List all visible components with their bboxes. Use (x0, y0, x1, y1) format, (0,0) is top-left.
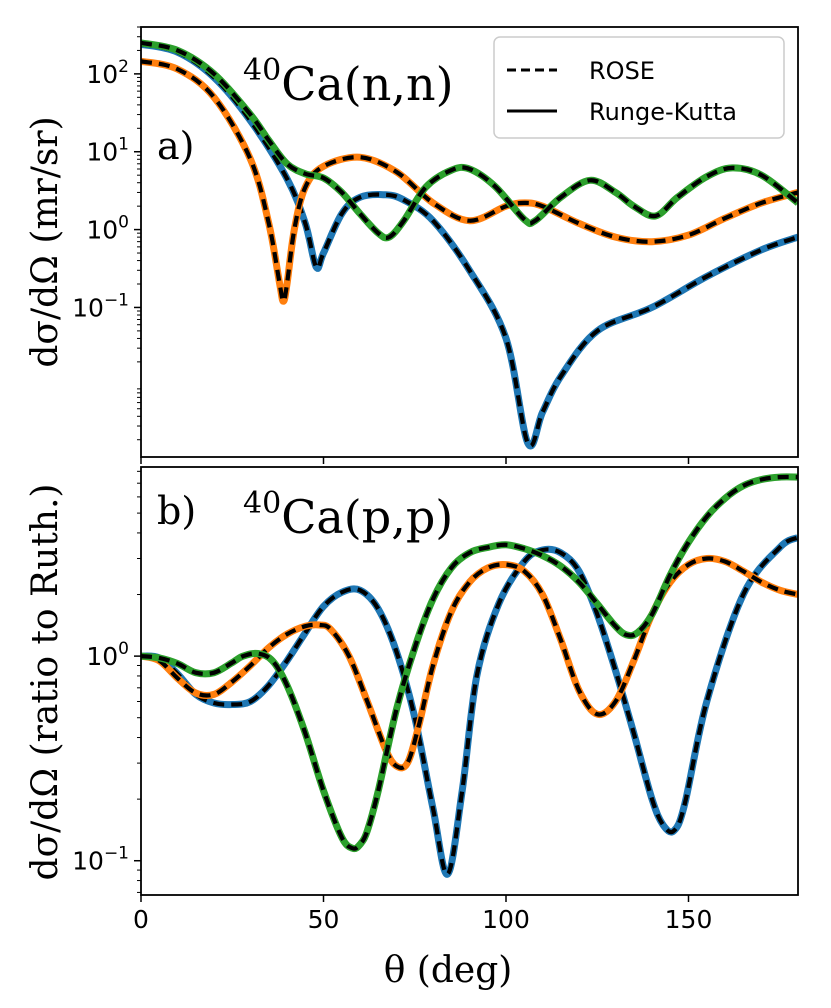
panel-b-tag: b) (157, 489, 196, 533)
panel-b: 0 50 100 150 100 10−1 b) 40Ca(p,p) dσ/dΩ (rat… (25, 466, 799, 991)
panel-b-series-blue (141, 534, 798, 878)
panel-a-series-blue (141, 40, 798, 450)
panel-a-series-orange (141, 57, 798, 305)
panel-b-y-tick-label-0: 100 (86, 639, 129, 671)
panel-b-title-mass: 40 (243, 486, 281, 521)
panel-b-series-orange (141, 554, 798, 772)
x-tick-label-50: 50 (308, 905, 340, 934)
panel-a-title-mass: 40 (243, 53, 281, 88)
panel-a-series-green (141, 39, 798, 242)
panel-a-y-tick-label-2: 100 (86, 213, 129, 245)
panel-b-axes: 0 50 100 150 100 10−1 (72, 466, 799, 934)
panel-a-series (141, 39, 798, 450)
panel-b-ylabel: dσ/dΩ (ratio to Ruth.) (25, 484, 66, 881)
panel-a-y-tick-label-0: 102 (86, 57, 129, 89)
legend-label-runge-kutta: Runge-Kutta (589, 98, 737, 126)
panel-b-title-reaction: Ca(p,p) (281, 490, 453, 544)
panel-b-series (141, 473, 798, 878)
panel-a-title: 40Ca(n,n) (243, 53, 454, 111)
panel-b-runge-kutta-line-orange (141, 554, 798, 772)
legend: ROSE Runge-Kutta (493, 36, 785, 139)
panel-b-title: 40Ca(p,p) (243, 486, 453, 544)
panel-b-frame (140, 466, 799, 896)
panel-a-y-tick-label-1: 101 (86, 135, 129, 167)
x-axis-label: θ (deg) (384, 950, 513, 991)
panel-a: 102 101 100 10−1 a) 40Ca(n,n) dσ/dΩ (mr/sr)… (25, 26, 799, 464)
panel-b-rose-line-green (141, 474, 798, 851)
panel-a-ylabel: dσ/dΩ (mr/sr) (25, 116, 66, 367)
panel-b-runge-kutta-line-green (141, 473, 798, 853)
panel-a-y-tick-label-3: 10−1 (72, 290, 129, 322)
legend-box (493, 36, 785, 139)
panel-a-rose-line-blue (141, 42, 798, 449)
panel-a-tag: a) (157, 124, 194, 168)
panel-a-title-reaction: Ca(n,n) (281, 57, 453, 111)
legend-label-rose: ROSE (589, 57, 655, 85)
x-tick-label-150: 150 (665, 905, 713, 934)
panel-b-y-tick-label-1: 10−1 (72, 844, 129, 876)
panel-a-rose-line-green (141, 40, 798, 241)
x-tick-label-0: 0 (133, 905, 149, 934)
panel-a-rose-line-orange (141, 59, 798, 304)
x-tick-label-100: 100 (482, 905, 530, 934)
panel-b-series-green (141, 473, 798, 853)
panel-b-rose-line-blue (141, 535, 798, 877)
panel-a-axes: 102 101 100 10−1 (72, 26, 799, 464)
